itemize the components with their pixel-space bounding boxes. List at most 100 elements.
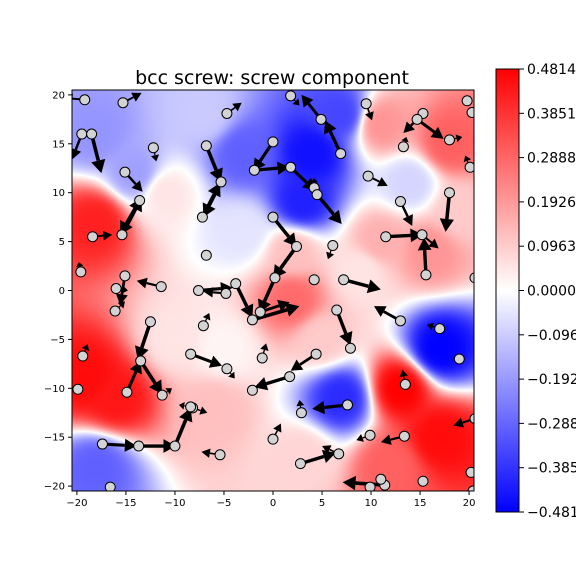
atom-marker [308, 274, 320, 286]
atom-marker [77, 350, 89, 362]
displacement-arrow [173, 407, 193, 447]
atom-marker [221, 107, 233, 119]
colorbar-tick-label: −0.1926 [527, 372, 576, 388]
atom-marker [420, 269, 432, 281]
atom-marker [185, 401, 197, 413]
y-axis: −20 −15 −10 −5 0 5 10 15 20 [44, 90, 72, 493]
displacement-arrow [251, 302, 300, 322]
atom-marker [285, 161, 297, 173]
y-tick-label: −10 [44, 384, 65, 395]
y-tick-label: 0 [59, 286, 65, 297]
atom-marker [342, 399, 354, 411]
y-tick-label: 10 [52, 188, 65, 199]
colorbar-tick-label: 0.4814 [527, 62, 576, 78]
atom-marker [335, 148, 347, 160]
atom-marker [443, 187, 455, 199]
atom-marker [466, 106, 474, 118]
atom-marker [397, 141, 409, 153]
atom-marker [156, 389, 168, 401]
atom-marker [315, 113, 327, 125]
atom-marker [246, 314, 258, 326]
atom-marker [360, 98, 372, 110]
atom-marker [110, 283, 122, 295]
atom-marker [133, 440, 145, 452]
colorbar-gradient [495, 68, 520, 513]
x-tick-label: −10 [164, 498, 185, 509]
atom-marker [221, 363, 233, 375]
colorbar-tick-label: −0.0963 [527, 328, 576, 344]
atom-marker [434, 323, 446, 335]
atom-marker [246, 384, 258, 396]
y-tick-label: −20 [44, 482, 65, 493]
atom-marker [256, 352, 268, 364]
atom-marker [220, 287, 232, 299]
x-tick-label: 15 [414, 498, 427, 509]
atom-marker [331, 304, 343, 316]
colorbar-tick-label: 0.3851 [527, 106, 576, 122]
atom-marker [230, 278, 242, 290]
atom-marker [375, 473, 387, 485]
atom-marker [333, 448, 345, 460]
y-tick-label: 15 [52, 139, 65, 150]
atom-marker [399, 378, 411, 390]
heatmap-plot-area [71, 89, 475, 492]
displacement-arrow [134, 321, 153, 360]
atom-marker [196, 211, 208, 223]
atom-marker [267, 211, 279, 223]
atom-marker [109, 305, 121, 317]
atom-marker [464, 161, 474, 173]
atom-marker [291, 240, 303, 252]
displacement-arrow [324, 120, 343, 155]
x-tick-label: 20 [463, 498, 476, 509]
colorbar-tick-label: −0.2888 [527, 416, 576, 432]
atom-marker [215, 176, 227, 188]
atom-marker [394, 195, 406, 207]
x-tick-label: −5 [217, 498, 232, 509]
displacement-arrow [271, 216, 297, 247]
atom-marker [147, 142, 159, 154]
atom-marker [254, 306, 266, 318]
atom-marker [461, 95, 473, 107]
atom-marker [267, 136, 279, 148]
atom-marker [72, 383, 84, 395]
y-tick-label: 5 [59, 237, 65, 248]
colorbar-tick-label: −0.3851 [527, 461, 576, 477]
atom-marker [86, 128, 98, 140]
atom-marker [96, 438, 108, 450]
atom-markers [72, 90, 474, 491]
atom-marker [155, 281, 167, 293]
y-tick-label: 20 [52, 90, 65, 101]
atom-marker [117, 97, 129, 109]
atom-marker [119, 166, 131, 178]
atom-marker [104, 481, 116, 491]
atom-marker [269, 272, 281, 284]
atom-marker [192, 285, 204, 296]
displacement-arrow [417, 237, 432, 275]
atom-marker [169, 440, 181, 452]
atom-marker [200, 140, 212, 152]
colorbar-tick-label: 0.0963 [527, 239, 576, 255]
atom-marker [344, 342, 356, 354]
x-tick-label: −20 [66, 498, 87, 509]
atom-marker [294, 458, 306, 470]
atom-marker [411, 113, 423, 125]
atom-marker [197, 320, 209, 332]
displacement-arrow [139, 359, 163, 395]
x-axis: −20 −15 −10 −5 0 5 10 15 20 [66, 491, 475, 509]
displacement-arrow [200, 182, 221, 218]
atom-marker [467, 485, 474, 491]
colorbar-tick-label: 0.1926 [527, 195, 576, 211]
atom-marker [469, 413, 474, 425]
atom-marker [119, 270, 131, 282]
atom-marker [311, 189, 323, 201]
atom-marker [364, 481, 376, 491]
atom-marker [144, 316, 156, 328]
x-tick-label: 10 [365, 498, 378, 509]
atom-marker [416, 229, 428, 241]
colorbar: 0.4814 0.3851 0.2888 0.1926 0.0963 0.0000 −0.0… [495, 62, 576, 521]
atom-marker [327, 240, 339, 252]
atom-marker [364, 429, 376, 441]
atom-marker [443, 134, 455, 146]
atom-marker [284, 371, 296, 383]
